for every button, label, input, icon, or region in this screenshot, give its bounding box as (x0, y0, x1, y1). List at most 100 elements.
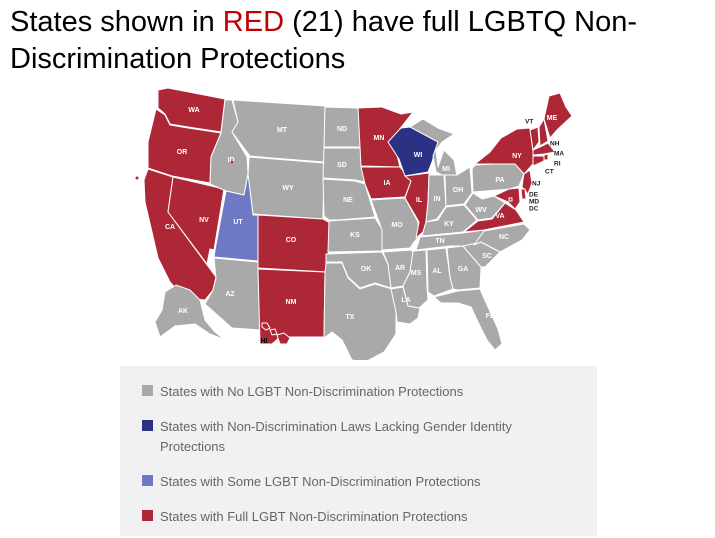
label-WI: WI (414, 152, 423, 159)
label-AR: AR (395, 265, 405, 272)
label-VA: VA (495, 213, 504, 220)
state-MI (409, 118, 458, 179)
state-DC (508, 197, 513, 202)
title-suffix: (21) have full LGBTQ Non-Discrimination … (10, 6, 638, 75)
legend-item-lacking-gender-identity: States with Non-Discrimination Laws Lack… (142, 417, 577, 457)
state-RI (543, 153, 549, 161)
label-KY: KY (444, 221, 454, 228)
label-NE: NE (343, 197, 353, 204)
label-NC: NC (499, 234, 509, 241)
legend-item-some: States with Some LGBT Non-Discrimination… (142, 472, 577, 492)
state-MD (493, 187, 521, 210)
label-GA: GA (458, 266, 469, 273)
label-RI: RI (554, 161, 561, 168)
state-NM (257, 268, 326, 345)
label-MI: MI (442, 166, 450, 173)
label-SD: SD (337, 162, 347, 169)
state-VA (463, 202, 525, 233)
state-DE (520, 188, 527, 200)
state-TX (323, 262, 397, 360)
state-VT (529, 126, 540, 151)
state-SD (322, 147, 366, 183)
state-CT (532, 155, 545, 167)
legend-label-full: States with Full LGBT Non-Discrimination… (160, 509, 468, 524)
label-PA: PA (495, 177, 504, 184)
state-NE (322, 178, 376, 221)
label-VT: VT (525, 119, 533, 126)
label-WV: WV (475, 207, 487, 214)
label-DC: DC (529, 206, 539, 213)
label-SC: SC (482, 253, 492, 260)
state-HI (261, 322, 271, 331)
map-legend: States with No LGBT Non-Discrimination P… (120, 366, 597, 536)
label-NM: NM (286, 299, 297, 306)
label-WY: WY (282, 185, 294, 192)
legend-swatch-lacking-gender-identity (142, 420, 153, 431)
state-WV (464, 192, 506, 221)
island-marker (135, 176, 139, 180)
label-MO: MO (391, 222, 403, 229)
label-OR: OR (177, 149, 188, 156)
label-FL: FL (486, 313, 495, 320)
label-NH: NH (550, 141, 560, 148)
state-KY (421, 204, 478, 237)
state-NJ (521, 169, 533, 195)
us-states-map: WA OR CA NV ID MT WY UT CO AZ NM ND SD N… (120, 72, 645, 360)
state-NC (473, 223, 531, 253)
state-MA (532, 142, 556, 156)
label-MS: MS (411, 270, 422, 277)
state-AZ (204, 257, 261, 331)
label-TX: TX (346, 314, 355, 321)
state-AK (154, 284, 226, 341)
slide-title: States shown in RED (21) have full LGBTQ… (10, 4, 710, 78)
label-NV: NV (199, 217, 209, 224)
label-AZ: AZ (225, 291, 235, 298)
title-prefix: States shown in (10, 6, 223, 38)
label-LA: LA (401, 297, 410, 304)
state-PA (471, 162, 525, 193)
state-OH (444, 166, 473, 207)
label-MN: MN (374, 135, 385, 142)
label-TN: TN (435, 238, 444, 245)
state-HI (269, 328, 278, 336)
legend-item-full: States with Full LGBT Non-Discrimination… (142, 507, 577, 527)
label-OH: OH (453, 187, 464, 194)
label-NY: NY (512, 153, 522, 160)
state-ME (543, 92, 573, 139)
label-AK: AK (178, 308, 188, 315)
state-WA (157, 87, 226, 133)
label-MA: MA (554, 151, 564, 158)
label-HI: HI (261, 338, 268, 345)
title-highlight: RED (222, 6, 285, 38)
label-NJ: NJ (532, 181, 541, 188)
legend-item-none: States with No LGBT Non-Discrimination P… (142, 382, 577, 402)
legend-label-none: States with No LGBT Non-Discrimination P… (160, 384, 464, 399)
state-FL (433, 288, 503, 351)
label-ME: ME (547, 115, 558, 122)
label-AL: AL (432, 268, 442, 275)
label-OK: OK (361, 266, 372, 273)
label-CO: CO (286, 237, 297, 244)
state-IN (425, 174, 447, 223)
state-MS (402, 249, 429, 309)
label-WA: WA (188, 107, 199, 114)
legend-label-some: States with Some LGBT Non-Discrimination… (160, 474, 481, 489)
label-IN: IN (434, 196, 441, 203)
state-HI (276, 332, 291, 345)
label-IL: IL (416, 197, 423, 204)
label-CA: CA (165, 224, 175, 231)
label-MD: MD (529, 199, 539, 206)
label-CT: CT (545, 169, 554, 176)
state-NH (538, 118, 549, 147)
idaho-dot (230, 160, 234, 164)
label-KS: KS (350, 232, 360, 239)
label-IA: IA (384, 180, 391, 187)
legend-swatch-some (142, 475, 153, 486)
legend-swatch-none (142, 385, 153, 396)
label-ID: ID (228, 157, 235, 164)
legend-label-lacking-gender-identity: States with Non-Discrimination Laws Lack… (160, 419, 512, 454)
legend-swatch-full (142, 510, 153, 521)
label-DE: DE (529, 192, 539, 199)
label-MT: MT (277, 127, 288, 134)
map-svg: WA OR CA NV ID MT WY UT CO AZ NM ND SD N… (135, 87, 573, 360)
